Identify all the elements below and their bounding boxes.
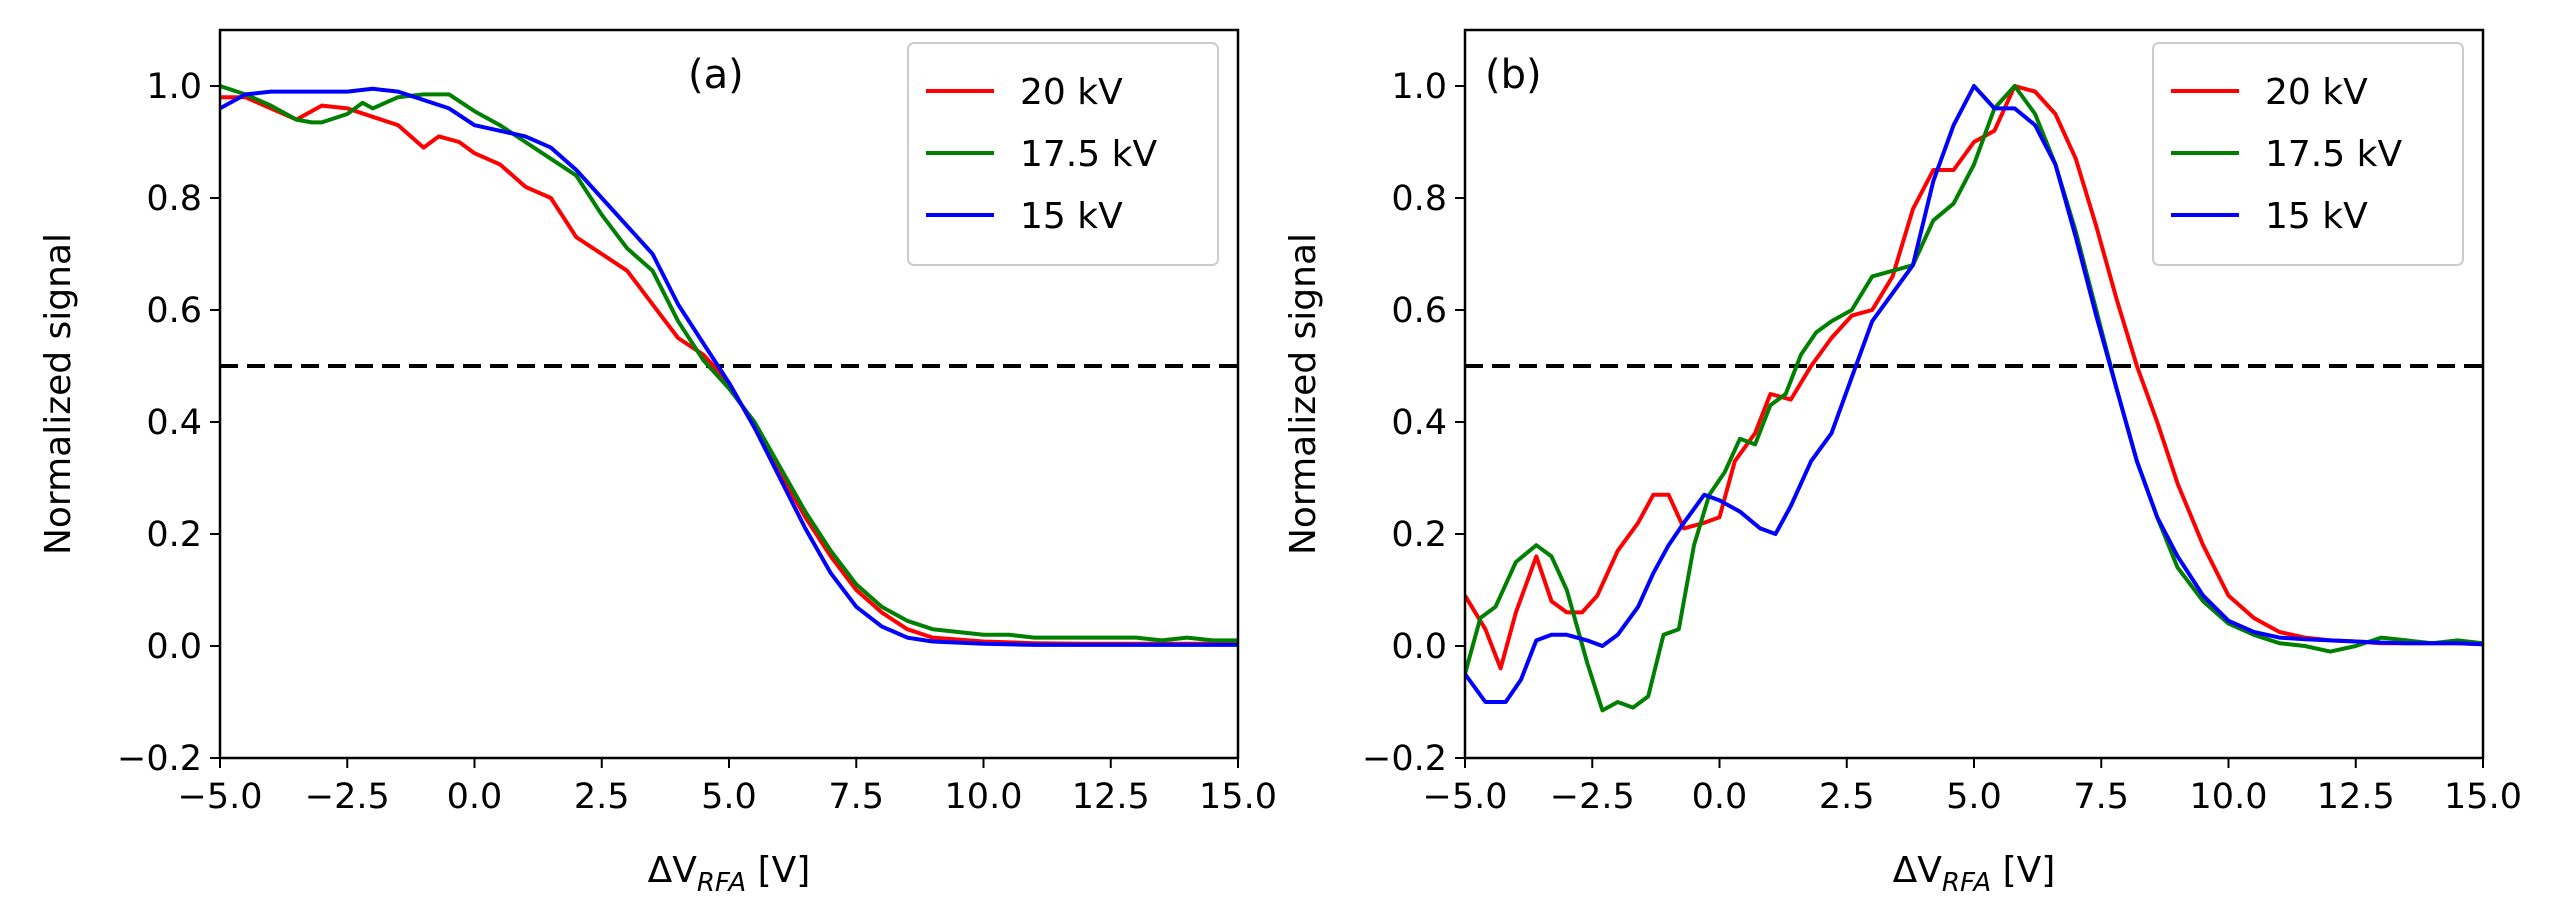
y-tick-label: 0.0 bbox=[1391, 627, 1447, 667]
series-line-17-5-kv bbox=[1465, 84, 2483, 713]
legend-label: 17.5 kV bbox=[1020, 134, 1157, 175]
y-tick-label: 1.0 bbox=[1391, 67, 1447, 107]
x-tick-label: −5.0 bbox=[1423, 777, 1508, 817]
legend-box bbox=[2152, 42, 2464, 266]
x-tick-label: 10.0 bbox=[2190, 777, 2268, 817]
legend: 20 kV 17.5 kV 15 kV bbox=[2152, 42, 2464, 266]
x-axis-label-subscript: RFA bbox=[1942, 868, 1991, 898]
y-axis-label: Normalized signal bbox=[1283, 233, 1324, 555]
x-tick-label: −2.5 bbox=[1550, 777, 1635, 817]
x-axis-label: ΔVRFA [V] bbox=[1893, 850, 2056, 898]
panel-b: −5.0 −2.5 0.0 2.5 5.0 7.5 10.0 12.5 15.0 −0.2 0.0 0… bbox=[1283, 28, 2522, 898]
y-tick-label: 0.6 bbox=[146, 291, 202, 331]
x-axis-label-unit: [V] bbox=[1991, 850, 2055, 891]
legend-label: 15 kV bbox=[2265, 196, 2368, 237]
plot-frame bbox=[1463, 28, 2485, 760]
x-tick-label: 12.5 bbox=[1072, 777, 1150, 817]
x-tick-label: 5.0 bbox=[701, 777, 757, 817]
legend-box bbox=[907, 42, 1219, 266]
y-axis-label: Normalized signal bbox=[38, 233, 79, 555]
y-tick-label: −0.2 bbox=[1362, 739, 1447, 779]
legend-label: 20 kV bbox=[1020, 72, 1123, 113]
x-axis-label-unit: [V] bbox=[746, 850, 810, 891]
x-tick-label: 15.0 bbox=[2444, 777, 2522, 817]
y-tick-label: −0.2 bbox=[117, 739, 202, 779]
y-tick-label: 0.4 bbox=[146, 403, 202, 443]
x-tick-label: −2.5 bbox=[305, 777, 390, 817]
y-tick-label: 0.0 bbox=[146, 627, 202, 667]
x-axis-label-main: ΔV bbox=[1893, 850, 1943, 891]
series-line-15-kv bbox=[220, 86, 1238, 647]
plot-frame bbox=[218, 28, 1240, 760]
x-tick-label: 7.5 bbox=[2073, 777, 2129, 817]
y-tick-label: 0.6 bbox=[1391, 291, 1447, 331]
legend-label: 15 kV bbox=[1020, 196, 1123, 237]
x-tick-label: 12.5 bbox=[2317, 777, 2395, 817]
legend: 20 kV 17.5 kV 15 kV bbox=[907, 42, 1219, 266]
legend-label: 17.5 kV bbox=[2265, 134, 2402, 175]
x-tick-label: 2.5 bbox=[1819, 777, 1875, 817]
series-line-17-5-kv bbox=[220, 84, 1238, 643]
x-tick-label: 2.5 bbox=[574, 777, 630, 817]
y-tick-label: 0.4 bbox=[1391, 403, 1447, 443]
x-tick-label: 0.0 bbox=[447, 777, 503, 817]
panel-a: −5.0 −2.5 0.0 2.5 5.0 7.5 10.0 12.5 15.0 −0.2 0.0 0… bbox=[38, 28, 1277, 898]
x-tick-label: 5.0 bbox=[1946, 777, 2002, 817]
x-axis-label-subscript: RFA bbox=[697, 868, 746, 898]
x-tick-label: 7.5 bbox=[828, 777, 884, 817]
series-line-15-kv bbox=[1465, 84, 2483, 704]
series-line-20-kv bbox=[1465, 84, 2483, 671]
x-tick-label: 10.0 bbox=[945, 777, 1023, 817]
x-tick-label: 15.0 bbox=[1199, 777, 1277, 817]
y-tick-label: 0.2 bbox=[146, 515, 202, 555]
y-tick-label: 1.0 bbox=[146, 67, 202, 107]
y-tick-label: 0.8 bbox=[146, 179, 202, 219]
panel-label: (a) bbox=[688, 52, 744, 98]
x-tick-label: −5.0 bbox=[178, 777, 263, 817]
panel-label: (b) bbox=[1485, 52, 1542, 98]
series-line-20-kv bbox=[220, 95, 1238, 646]
legend-label: 20 kV bbox=[2265, 72, 2368, 113]
x-axis-label: ΔVRFA [V] bbox=[648, 850, 811, 898]
y-tick-label: 0.2 bbox=[1391, 515, 1447, 555]
x-axis-label-main: ΔV bbox=[648, 850, 698, 891]
x-tick-label: 0.0 bbox=[1692, 777, 1748, 817]
y-tick-label: 0.8 bbox=[1391, 179, 1447, 219]
